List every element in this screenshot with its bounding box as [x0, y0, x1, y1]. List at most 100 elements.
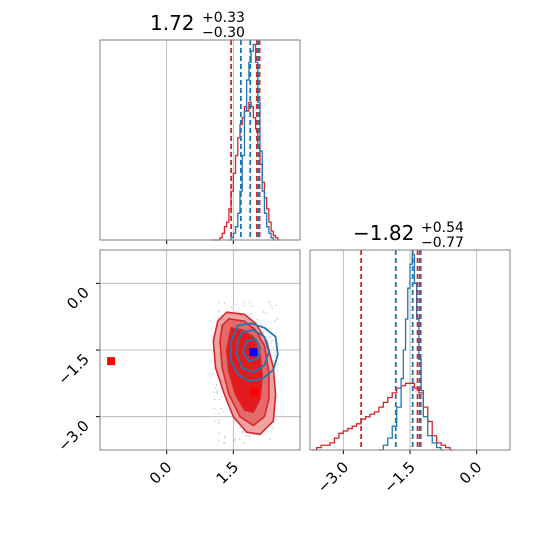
scatter-point	[217, 310, 220, 313]
scatter-point	[213, 407, 216, 410]
scatter-point	[220, 314, 223, 317]
tick-label-y-param-2: 0.0	[63, 283, 93, 313]
title-1-minus: −0.30	[202, 25, 245, 41]
histogram-frame-x	[99, 39, 301, 241]
title-2-minus: −0.77	[421, 235, 464, 251]
tick-label-x-param-2: −3.0	[314, 458, 352, 496]
histogram-red-param-2	[312, 382, 453, 451]
scatter-point	[248, 313, 251, 316]
scatter-point	[245, 435, 248, 437]
scatter-point	[237, 311, 240, 313]
tick-label-x-param-2: 0.0	[456, 458, 486, 488]
scatter-point	[220, 396, 223, 398]
scatter-point	[269, 438, 271, 441]
scatter-point	[243, 304, 245, 307]
scatter-point	[276, 369, 279, 371]
scatter-point	[221, 410, 224, 413]
scatter-point	[239, 427, 242, 429]
tick-label-x-param-1: 1.5	[213, 458, 243, 488]
tick-label-y-param-2: −1.5	[54, 350, 92, 388]
contour-blue-level-3	[242, 337, 261, 363]
truth-marker-1	[107, 357, 116, 366]
truth-marker-2	[249, 348, 258, 357]
scatter-point	[262, 331, 265, 333]
scatter-point	[233, 419, 236, 422]
title-1-value: 1.72	[150, 11, 195, 35]
scatter-point	[218, 301, 221, 304]
scatter-point	[267, 336, 270, 339]
histogram-panel-y	[309, 249, 511, 454]
scatter-point	[215, 383, 218, 386]
tick-label-x-param-2: −1.5	[380, 458, 418, 496]
scatter-point	[241, 431, 244, 434]
scatter-point	[265, 312, 267, 315]
scatter-point	[235, 310, 237, 312]
scatter-point	[273, 354, 276, 357]
scatter-point	[268, 301, 271, 303]
scatter-point	[243, 301, 246, 304]
title-2-plus: +0.54	[421, 220, 464, 236]
scatter-point	[234, 438, 237, 441]
scatter-point	[212, 373, 215, 375]
contour-blue-level-1	[230, 322, 279, 383]
scatter-point	[232, 307, 235, 310]
histogram-frame-y	[309, 249, 511, 451]
scatter-point	[218, 412, 220, 415]
contour-blue-level-2	[235, 329, 270, 374]
tick-label-y-param-2: −3.0	[54, 417, 92, 455]
title-2-value: −1.82	[353, 221, 414, 245]
scatter-point	[250, 312, 253, 315]
scatter-point	[238, 307, 240, 310]
scatter-point	[248, 435, 251, 437]
scatter-point	[213, 391, 215, 393]
scatter-point	[248, 301, 251, 304]
scatter-point	[230, 306, 232, 309]
scatter-point	[215, 390, 218, 392]
scatter-point	[272, 346, 275, 348]
scatter-point	[218, 432, 220, 435]
scatter-point	[217, 439, 220, 442]
scatter-point	[274, 320, 276, 322]
scatter-frame	[99, 249, 301, 451]
scatter-point	[275, 304, 277, 307]
scatter-point	[220, 407, 222, 410]
scatter-point	[224, 435, 226, 438]
scatter-point	[223, 437, 226, 439]
histogram-red-param-1	[211, 101, 281, 241]
scatter-point	[262, 311, 265, 313]
scatter-point	[218, 422, 220, 425]
scatter-point	[223, 442, 226, 444]
scatter-contour-panel	[96, 249, 301, 454]
scatter-point	[271, 307, 274, 310]
scatter-point	[215, 392, 218, 395]
scatter-point	[271, 339, 273, 342]
scatter-point	[213, 398, 216, 401]
scatter-point	[272, 427, 275, 430]
scatter-point	[238, 437, 241, 440]
scatter-point	[269, 335, 271, 338]
title-1-plus: +0.33	[202, 10, 245, 26]
scatter-point	[214, 420, 216, 423]
scatter-point	[217, 317, 220, 319]
scatter-point	[218, 399, 221, 401]
scatter-point	[276, 415, 278, 418]
scatter-point	[276, 396, 278, 398]
histogram-blue-param-2	[378, 254, 445, 451]
truth-marker-3	[250, 388, 259, 397]
scatter-point	[235, 303, 238, 306]
histogram-panel-x	[99, 39, 301, 244]
scatter-point	[249, 439, 252, 441]
scatter-point	[218, 419, 220, 421]
histogram-blue-param-1	[228, 43, 277, 241]
scatter-point	[277, 363, 279, 366]
title-param-2: −1.82 +0.54 −0.77	[353, 220, 464, 251]
scatter-point	[223, 302, 226, 304]
scatter-point	[256, 318, 259, 321]
scatter-point	[241, 430, 244, 432]
scatter-point	[269, 304, 272, 307]
scatter-point	[251, 305, 254, 307]
title-param-1: 1.72 +0.33 −0.30	[150, 10, 245, 41]
tick-label-x-param-1: 0.0	[146, 458, 176, 488]
scatter-point	[243, 442, 245, 444]
